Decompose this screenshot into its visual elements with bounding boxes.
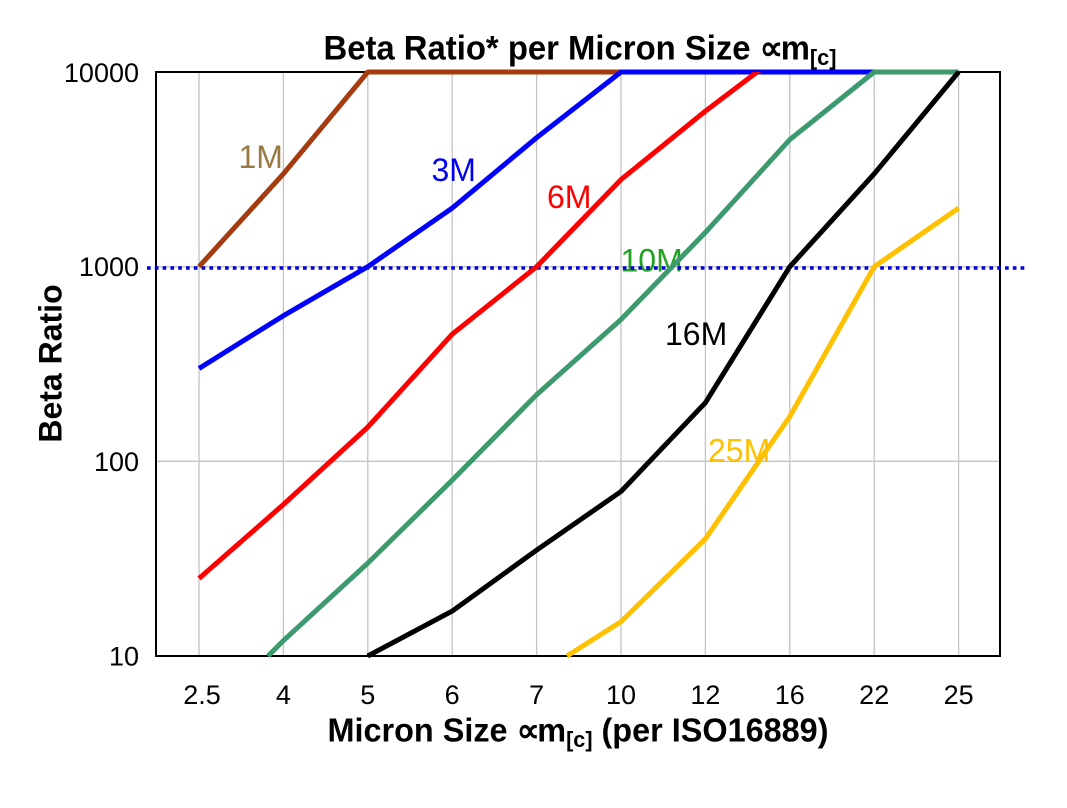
svg-text:7: 7 (529, 680, 544, 710)
svg-text:16M: 16M (665, 316, 727, 352)
svg-text:6M: 6M (547, 179, 591, 215)
svg-text:1M: 1M (239, 139, 283, 175)
svg-text:2.5: 2.5 (183, 680, 221, 710)
svg-text:25M: 25M (708, 433, 770, 469)
svg-text:Beta Ratio* per Micron Size ∝m: Beta Ratio* per Micron Size ∝m[c] (324, 30, 837, 71)
svg-text:10: 10 (606, 680, 636, 710)
svg-text:Micron Size ∝m[c] (per ISO1688: Micron Size ∝m[c] (per ISO16889) (328, 712, 829, 753)
svg-text:100: 100 (94, 447, 139, 477)
svg-text:10000: 10000 (64, 58, 139, 88)
svg-text:12: 12 (690, 680, 720, 710)
svg-text:5: 5 (360, 680, 375, 710)
svg-text:10: 10 (109, 642, 139, 672)
svg-text:Beta Ratio: Beta Ratio (33, 284, 69, 442)
svg-text:6: 6 (445, 680, 460, 710)
svg-text:16: 16 (775, 680, 805, 710)
svg-text:25: 25 (944, 680, 974, 710)
svg-text:22: 22 (859, 680, 889, 710)
svg-text:1000: 1000 (79, 252, 139, 282)
svg-text:4: 4 (276, 680, 291, 710)
svg-text:3M: 3M (432, 152, 476, 188)
svg-text:10M: 10M (621, 243, 683, 279)
